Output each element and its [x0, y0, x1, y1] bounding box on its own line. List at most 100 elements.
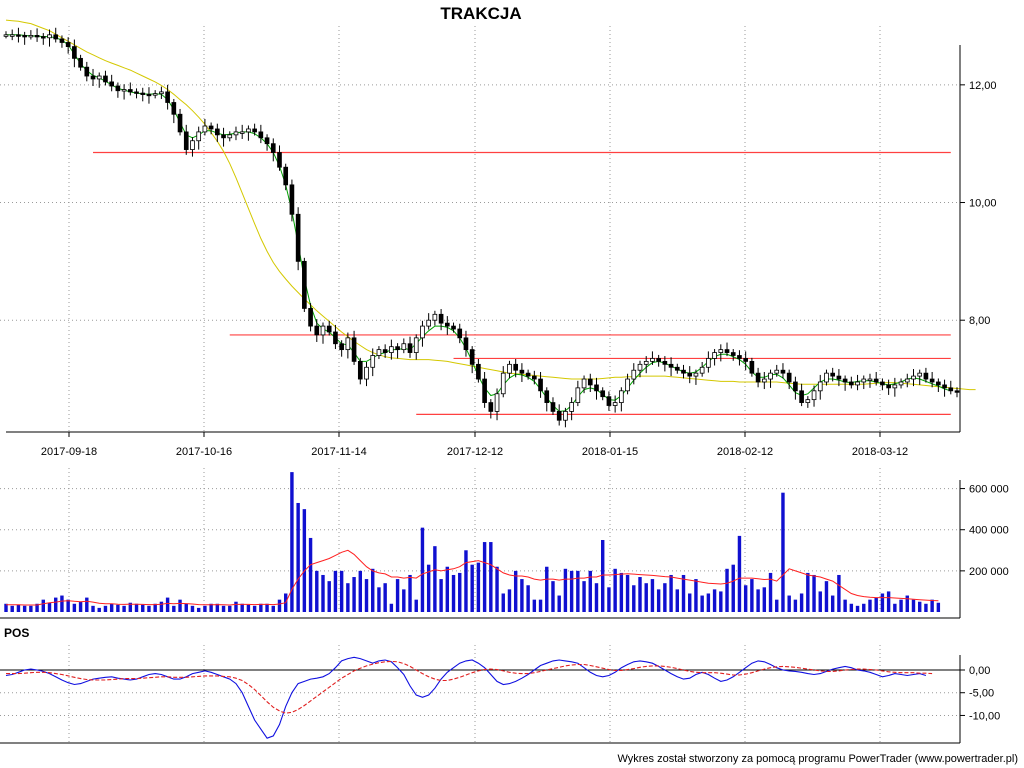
candle-body	[22, 35, 27, 38]
volume-bar	[737, 535, 742, 612]
candle-body	[830, 372, 836, 377]
candle-body	[357, 360, 363, 380]
volume-bar	[103, 605, 108, 612]
volume-bar	[613, 568, 617, 612]
volume-bar	[625, 574, 630, 612]
price-y-tick-label: 12,00	[969, 80, 997, 92]
volume-bar	[582, 581, 586, 612]
volume-bar	[762, 587, 767, 612]
volume-bar	[346, 583, 350, 612]
candle-body	[382, 349, 388, 353]
candle-body	[836, 375, 842, 380]
volume-bar	[141, 604, 145, 612]
candle-body	[581, 378, 587, 389]
candle-body	[898, 381, 904, 386]
candle-body	[177, 113, 183, 133]
volume-bar	[576, 570, 580, 612]
volume-bar	[265, 603, 269, 612]
volume-bar	[321, 574, 325, 612]
volume-bar	[327, 581, 331, 612]
volume-bar	[930, 599, 934, 612]
candle-body	[886, 384, 891, 389]
candle-body	[246, 128, 251, 133]
candle-body	[40, 36, 46, 39]
volume-bar	[190, 605, 195, 612]
volume-average-line	[6, 549, 939, 606]
volume-bar	[681, 574, 686, 612]
candle-body	[737, 355, 742, 359]
candle-body	[351, 337, 357, 362]
candle-body	[270, 143, 276, 153]
candle-body	[413, 337, 419, 353]
candle-body	[954, 390, 960, 393]
volume-bar	[147, 605, 151, 612]
volume-bar	[569, 570, 574, 612]
volume-bar	[874, 597, 878, 612]
price-y-tick-label: 8,00	[969, 315, 990, 327]
volume-bar	[178, 599, 182, 612]
volume-bar	[451, 574, 456, 612]
volume-bar	[781, 492, 785, 612]
x-tick-label: 2017-12-12	[447, 446, 503, 458]
candle-body	[295, 213, 301, 262]
candle-body	[625, 378, 630, 392]
candle-body	[190, 140, 195, 150]
volume-bar	[694, 579, 698, 612]
candle-body	[326, 325, 332, 333]
x-tick-label: 2018-03-12	[852, 446, 908, 458]
candle-body	[165, 91, 170, 103]
volume-bar	[824, 581, 829, 612]
candle-body	[550, 402, 556, 412]
volume-bar	[215, 603, 220, 612]
candle-body	[84, 66, 90, 77]
candle-body	[432, 313, 438, 321]
volume-bar	[818, 591, 822, 612]
x-tick-label: 2017-09-18	[41, 446, 97, 458]
volume-bar	[315, 570, 319, 612]
volume-bar	[700, 595, 704, 612]
volume-bar	[196, 607, 201, 612]
candle-body	[146, 93, 152, 97]
volume-bar	[389, 603, 394, 612]
candle-body	[880, 381, 885, 386]
volume-bar	[22, 605, 27, 612]
candle-body	[774, 369, 780, 374]
candle-body	[90, 75, 96, 80]
candle-body	[115, 85, 121, 92]
candle-body	[724, 349, 730, 353]
candle-body	[619, 390, 624, 403]
candle-body	[420, 325, 425, 339]
candle-body	[917, 372, 923, 377]
volume-bar	[339, 570, 344, 612]
volume-y-tick-label: 400 000	[969, 525, 1009, 537]
candle-body	[215, 128, 220, 136]
volume-bar	[688, 593, 692, 612]
volume-bar	[706, 593, 711, 612]
volume-bar	[545, 566, 549, 612]
candle-body	[494, 393, 500, 412]
candle-body	[320, 325, 326, 336]
candle-body	[457, 328, 463, 339]
candle-body	[706, 358, 711, 368]
volume-bar	[54, 597, 58, 612]
candle-body	[233, 131, 239, 136]
candle-body	[699, 366, 705, 374]
pos-y-tick-label: 0,00	[969, 665, 990, 677]
candle-body	[364, 366, 369, 380]
volume-bar	[165, 597, 170, 612]
candle-body	[824, 372, 829, 383]
candle-body	[656, 358, 661, 362]
candle-body	[488, 402, 494, 412]
candle-body	[681, 369, 686, 374]
candle-body	[426, 319, 431, 327]
volume-bar	[712, 589, 717, 612]
volume-bar	[277, 599, 282, 612]
volume-bar	[395, 579, 400, 612]
candle-body	[140, 92, 146, 95]
candle-body	[96, 75, 102, 80]
candle-body	[799, 390, 804, 403]
volume-bar	[880, 593, 885, 612]
candle-body	[438, 313, 444, 324]
volume-bar	[669, 574, 673, 612]
pos-y-tick-label: -5,00	[969, 688, 994, 700]
